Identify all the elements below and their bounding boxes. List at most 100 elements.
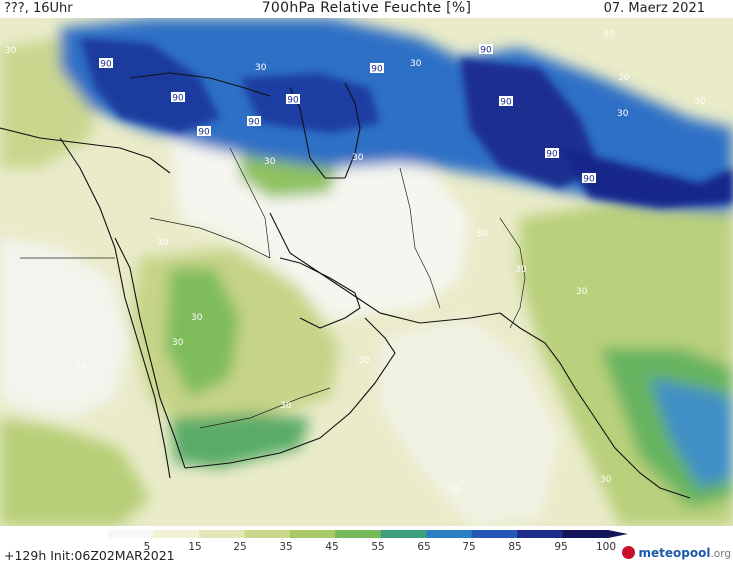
border-saudi-yemen: [199, 387, 331, 429]
contour-label: 30: [476, 229, 488, 239]
humidity-cores: [80, 38, 733, 208]
green-area-arabia-central: [165, 268, 240, 398]
legend-tick: 15: [188, 541, 202, 553]
contour-label: 30: [352, 153, 364, 163]
contour-label: 90: [545, 148, 559, 160]
contour-label: 30: [157, 238, 169, 248]
country-borders: [20, 147, 526, 429]
legend-color-block: [471, 530, 518, 538]
legend-tick: 100: [595, 541, 617, 553]
contour-label: 90: [286, 94, 300, 106]
contour-label: 30: [603, 29, 615, 39]
contour-label: 90: [499, 96, 513, 108]
legend-tick: 75: [462, 541, 476, 553]
iran-south-coast: [269, 212, 501, 324]
contour-label: 30: [191, 313, 203, 323]
black-sea-south: [129, 72, 271, 97]
dry-area-iran: [170, 138, 470, 318]
meteopool-logo-icon: [622, 546, 636, 559]
contour-label: 30: [358, 356, 370, 366]
contour-label: 30: [515, 265, 527, 275]
legend-tick: 55: [371, 541, 385, 553]
svg-text:90: 90: [172, 94, 184, 104]
contour-label: 30: [5, 46, 17, 56]
contour-label: 30: [255, 63, 267, 73]
border-iran-afghanistan: [399, 167, 441, 309]
very-humid-core-caucasus: [240, 73, 380, 133]
legend-color-block: [244, 530, 291, 538]
contour-label: 30: [448, 485, 460, 495]
legend-arrow-tip: [608, 530, 628, 538]
contour-label: 90: [197, 126, 211, 138]
legend-color-block: [198, 530, 245, 538]
map-title: 700hPa Relative Feuchte [%]: [261, 0, 472, 16]
legend-color-block: [380, 530, 427, 538]
border-pakistan-india: [499, 217, 526, 329]
contour-label: 90: [370, 63, 384, 75]
contour-label: 90: [479, 44, 493, 56]
persian-gulf-coast: [279, 257, 361, 329]
legend-tick: 5: [143, 541, 151, 553]
legend-color-block: [289, 530, 336, 538]
svg-text:90: 90: [287, 96, 299, 106]
caspian-east: [344, 82, 361, 179]
svg-text:90: 90: [480, 46, 492, 56]
brand-name: meteopool: [638, 546, 711, 560]
legend-color-block: [517, 530, 564, 538]
humid-band-india-east: [650, 378, 733, 488]
coastlines: [0, 72, 691, 499]
valid-time-label: ???, 16Uhr: [4, 1, 73, 16]
contour-label: 30: [600, 475, 612, 485]
legend-color-block: [153, 530, 200, 538]
svg-text:90: 90: [198, 128, 210, 138]
svg-text:90: 90: [500, 98, 512, 108]
red-sea-east-coast: [114, 237, 186, 469]
moist-area-east-africa: [0, 418, 150, 526]
humidity-map: 90 90 90 90 90 90 90 90 90 90 30 30 30 3…: [0, 18, 733, 526]
contour-label: 30: [172, 338, 184, 348]
contour-label: 30: [617, 109, 629, 119]
legend-tick: 95: [554, 541, 568, 553]
contour-label: 90: [247, 116, 261, 128]
legend-color-block: [108, 530, 154, 538]
valid-date-label: 07. Maerz 2021: [603, 1, 705, 16]
legend-color-block: [562, 530, 609, 538]
svg-text:90: 90: [248, 118, 260, 128]
legend-color-block: [335, 530, 382, 538]
arabian-south-coast: [184, 317, 396, 469]
dry-area-arabian-sea: [380, 318, 560, 526]
contour-label: 90: [582, 173, 596, 185]
contour-label: 90: [171, 92, 185, 104]
legend-colorbar: [108, 530, 628, 538]
forecast-init-label: +129h Init:06Z02MAR2021: [4, 548, 175, 563]
brand-suffix: .org: [710, 548, 731, 560]
border-iraq-iran: [229, 147, 271, 259]
very-humid-core-turkey: [80, 38, 220, 133]
svg-text:90: 90: [546, 150, 558, 160]
legend-blocks: [108, 530, 628, 538]
contour-label: 30: [618, 73, 630, 83]
very-humid-core-pakistan: [560, 148, 733, 208]
contour-label: 30: [694, 97, 706, 107]
legend-tick: 45: [325, 541, 339, 553]
legend-tick: 65: [417, 541, 431, 553]
contour-label: 30: [576, 287, 588, 297]
red-sea-west-coast: [59, 137, 171, 479]
svg-text:90: 90: [583, 175, 595, 185]
contour-labels: 90 90 90 90 90 90 90 90 90 90 30 30 30 3…: [5, 29, 706, 495]
meteopool-logo[interactable]: meteopool.org: [622, 546, 731, 560]
contour-label: 30: [75, 362, 87, 372]
svg-text:90: 90: [371, 65, 383, 75]
caspian-west: [289, 87, 345, 179]
legend-color-block: [426, 530, 473, 538]
india-west-coast: [499, 312, 691, 499]
legend-tick: 85: [508, 541, 522, 553]
contour-label: 30: [280, 401, 292, 411]
contour-label: 90: [99, 58, 113, 70]
legend-tick: 25: [233, 541, 247, 553]
legend-tick-labels: 5 15 25 35 45 55 65 75 85 95 100: [0, 541, 733, 555]
legend-tick: 35: [279, 541, 293, 553]
contour-label: 30: [264, 157, 276, 167]
svg-text:90: 90: [100, 60, 112, 70]
mediterranean-coast: [0, 127, 171, 174]
